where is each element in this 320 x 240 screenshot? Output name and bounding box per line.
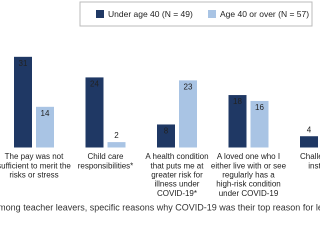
legend-swatch (96, 10, 104, 18)
x-tick-label: under COVID-19 (219, 189, 279, 198)
x-tick-label: that puts me at (151, 161, 205, 170)
x-tick-label: A health condition (145, 152, 208, 161)
bar (300, 136, 318, 148)
x-tick-label: high-risk condition (216, 180, 280, 189)
x-tick-label: regularly has a (222, 171, 275, 180)
value-label: 23 (184, 82, 193, 91)
value-label: 2 (114, 131, 119, 140)
value-label: 14 (41, 109, 50, 118)
x-tick-label: illness under (155, 180, 200, 189)
chart: Among teacher leavers, specific reasons … (0, 1, 320, 212)
page: {"chart_data": {"type": "bar", "caption"… (0, 0, 320, 214)
value-label: 16 (255, 103, 264, 112)
caption: Among teacher leavers, specific reasons … (0, 202, 320, 212)
bar (228, 95, 247, 148)
x-tick-label: sufficient to merit the (0, 161, 71, 170)
bar (85, 77, 104, 148)
x-tick-label: COVID-19* (157, 189, 197, 198)
value-label: 18 (233, 97, 242, 106)
value-label: 8 (164, 127, 169, 136)
x-tick-label: responsibilities* (78, 161, 134, 170)
bar (179, 80, 197, 148)
legend-label: Under age 40 (N = 49) (108, 9, 193, 19)
x-tick-label: A loved one who I (217, 152, 280, 161)
x-tick-label: Challenges (300, 152, 320, 161)
bar (107, 142, 126, 148)
x-tick-label: The pay was not (5, 152, 64, 161)
x-tick-label: greater risk for (151, 171, 203, 180)
x-tick-label: instruc (308, 161, 320, 170)
bar (36, 106, 54, 148)
x-tick-label: risks or stress (9, 171, 58, 180)
x-tick-label: Child care (87, 152, 124, 161)
legend-box (79, 1, 313, 27)
legend-swatch (208, 10, 216, 18)
value-label: 24 (90, 80, 99, 89)
bar (14, 56, 32, 148)
legend-label: Age 40 or over (N = 57) (220, 9, 309, 19)
bar (157, 124, 175, 148)
x-tick-label: either live with or see (211, 161, 287, 170)
value-label: 4 (307, 125, 312, 134)
value-label: 31 (19, 59, 28, 68)
bar (250, 100, 269, 148)
